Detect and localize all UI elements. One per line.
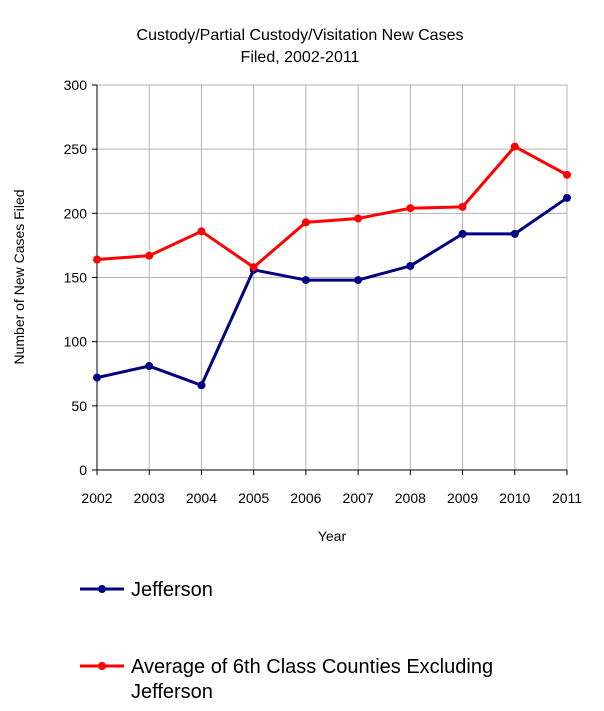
series-average-of-6th-class-counties-excluding-jefferson	[93, 142, 571, 272]
series-layer	[93, 142, 571, 390]
x-tick-label-2002: 2002	[81, 490, 112, 506]
legend: Jefferson Average of 6th Class Counties …	[80, 579, 493, 703]
y-axis-label: Number of New Cases Filed	[11, 189, 27, 364]
legend-label-average-line-2: Jefferson	[131, 681, 213, 703]
point-average-of-6th-class-counties-excluding-jefferson-2006	[301, 218, 310, 227]
legend-item-average: Average of 6th Class Counties Excluding …	[80, 656, 493, 703]
series-line-jefferson	[96, 196, 568, 387]
y-tick-label-50: 50	[71, 398, 87, 414]
point-jefferson-2009	[458, 229, 467, 238]
legend-item-jefferson: Jefferson	[80, 579, 213, 601]
x-tick-labels: 2002 2003 2004 2005 2006 2007 2008 2009 2010 2011	[81, 490, 582, 506]
point-jefferson-2002	[93, 373, 101, 382]
point-average-of-6th-class-counties-excluding-jefferson-2011	[563, 170, 571, 179]
x-tick-label-2006: 2006	[290, 490, 321, 506]
chart-title-line-1: Custody/Partial Custody/Visitation New C…	[137, 27, 464, 44]
point-jefferson-2003	[145, 362, 154, 371]
legend-marker-average	[98, 662, 106, 670]
y-tick-label-150: 150	[64, 270, 88, 286]
x-tick-label-2007: 2007	[343, 490, 374, 506]
x-tick-label-2003: 2003	[134, 490, 165, 506]
point-average-of-6th-class-counties-excluding-jefferson-2008	[406, 204, 415, 213]
x-tick-label-2004: 2004	[186, 490, 217, 506]
x-tick-label-2005: 2005	[238, 490, 269, 506]
point-average-of-6th-class-counties-excluding-jefferson-2004	[197, 227, 206, 236]
x-tick-label-2008: 2008	[395, 490, 426, 506]
y-tick-label-250: 250	[64, 141, 88, 157]
legend-label-average-line-1: Average of 6th Class Counties Excluding	[131, 656, 493, 678]
point-jefferson-2011	[563, 193, 571, 202]
point-jefferson-2008	[406, 261, 415, 270]
point-jefferson-2010	[510, 229, 519, 238]
point-jefferson-2006	[301, 276, 310, 285]
point-average-of-6th-class-counties-excluding-jefferson-2010	[510, 142, 519, 151]
legend-label-jefferson: Jefferson	[131, 579, 213, 601]
axes	[92, 84, 568, 475]
legend-marker-jefferson	[98, 585, 106, 593]
x-axis-label: Year	[318, 528, 347, 544]
y-tick-label-200: 200	[64, 205, 88, 221]
x-tick-label-2010: 2010	[499, 490, 530, 506]
y-tick-labels: 0 50 100 150 200 250 300	[64, 77, 88, 478]
chart-title-line-2: Filed, 2002-2011	[241, 49, 360, 66]
point-average-of-6th-class-counties-excluding-jefferson-2002	[93, 255, 101, 264]
y-tick-label-300: 300	[64, 77, 88, 93]
x-tick-label-2011: 2011	[552, 490, 582, 506]
y-tick-label-0: 0	[79, 462, 87, 478]
point-jefferson-2007	[354, 276, 363, 285]
point-average-of-6th-class-counties-excluding-jefferson-2007	[354, 214, 363, 223]
x-tick-label-2009: 2009	[447, 490, 478, 506]
point-average-of-6th-class-counties-excluding-jefferson-2009	[458, 202, 467, 211]
point-jefferson-2004	[197, 381, 206, 390]
point-average-of-6th-class-counties-excluding-jefferson-2003	[145, 251, 154, 260]
point-average-of-6th-class-counties-excluding-jefferson-2005	[249, 263, 258, 272]
series-line-average-of-6th-class-counties-excluding-jefferson	[96, 145, 568, 269]
y-tick-label-100: 100	[64, 334, 88, 350]
